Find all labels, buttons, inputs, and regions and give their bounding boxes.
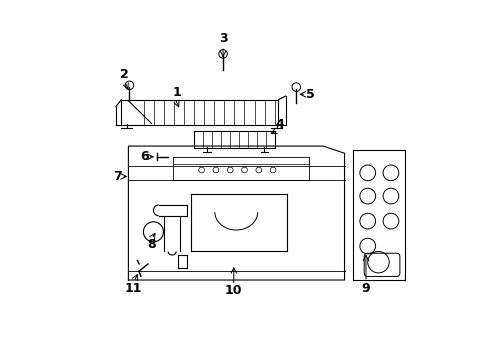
Text: 11: 11 [125, 283, 142, 296]
Text: 10: 10 [224, 284, 242, 297]
Text: 4: 4 [275, 118, 284, 131]
Text: 6: 6 [140, 150, 148, 163]
Text: 8: 8 [147, 238, 156, 251]
Text: 1: 1 [172, 86, 181, 99]
Text: 2: 2 [120, 68, 129, 81]
Text: 5: 5 [305, 88, 314, 101]
Text: 3: 3 [218, 32, 227, 45]
Text: 7: 7 [113, 170, 122, 183]
Text: 9: 9 [361, 283, 369, 296]
